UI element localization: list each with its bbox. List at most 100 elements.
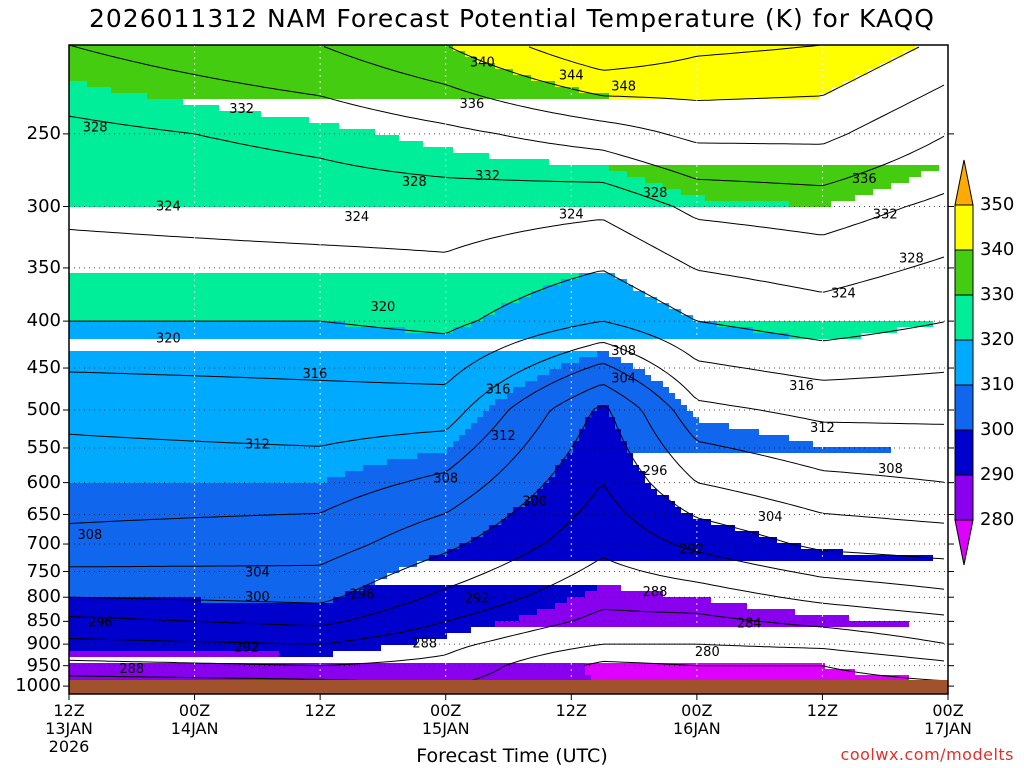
theta-fill-cell [621, 429, 759, 435]
theta-fill-cell [555, 603, 747, 609]
grid-lines [69, 45, 948, 694]
theta-fill-cell [519, 615, 849, 621]
theta-fill-cell [69, 633, 447, 639]
x-axis-label: Forecast Time (UTC) [416, 745, 608, 767]
y-tick-label: 250 [26, 122, 61, 144]
colorbar-min-triangle [954, 519, 974, 566]
theta-fill-cell [69, 141, 423, 147]
theta-contour-288 [68, 608, 945, 667]
contour-label: 332 [229, 102, 254, 117]
theta-fill-cell [69, 399, 495, 405]
theta-fill-cell [531, 291, 645, 297]
theta-fill-cell [543, 483, 651, 489]
theta-contour-344 [528, 44, 820, 71]
theta-fill-cell [609, 93, 819, 99]
theta-fill-cell [615, 423, 729, 429]
theta-fill-cell [609, 165, 939, 171]
theta-contour-304 [69, 384, 945, 568]
theta-fill-cell [549, 477, 645, 483]
theta-fill-cell [525, 501, 675, 507]
theta-fill-cell [69, 63, 495, 69]
y-tick-label: 500 [26, 398, 61, 420]
contour-label: 304 [758, 510, 783, 525]
theta-fill-cell [69, 285, 543, 291]
theta-fill-cell [69, 519, 501, 525]
contour-label: 336 [459, 97, 484, 112]
theta-contour-316 [68, 320, 945, 386]
theta-fill-cell [69, 555, 429, 561]
theta-fill-cell [201, 597, 333, 603]
contour-label: 308 [611, 344, 636, 359]
theta-fill-cell [627, 171, 921, 177]
theta-fill-cell [597, 585, 621, 591]
theta-fill-cell [69, 321, 345, 327]
x-tick-label: 00Z 15JAN [406, 702, 486, 738]
theta-fill-cell [69, 123, 339, 129]
theta-fill-cell [345, 321, 471, 327]
y-tick-label: 850 [26, 610, 61, 632]
contour-label: 284 [737, 617, 762, 632]
colorbar-tick-label: 290 [980, 464, 1015, 485]
y-tick-label: 600 [26, 471, 61, 493]
theta-fill-cell [69, 411, 483, 417]
x-tick-label-line: 00Z [178, 701, 211, 720]
theta-fill-cell [69, 495, 531, 501]
chart-title: 2026011312 NAM Forecast Potential Temper… [89, 4, 935, 33]
contour-label: 324 [831, 286, 856, 301]
theta-fill-cell [69, 171, 627, 177]
theta-fill-cell [69, 351, 597, 357]
theta-fill-cell [717, 321, 933, 327]
colorbar-tick-label: 310 [980, 374, 1015, 395]
theta-fill-cell [69, 417, 477, 423]
x-tick-label-line: 00Z [932, 701, 964, 720]
contour-label: 324 [156, 200, 181, 215]
contour-label: 312 [810, 421, 835, 436]
theta-fill-cell [405, 327, 453, 333]
theta-fill-cell [69, 447, 447, 453]
contour-label: 304 [245, 566, 270, 581]
theta-fill-cell [69, 669, 585, 675]
theta-fill-cell [345, 591, 585, 597]
theta-fill-cell [429, 555, 933, 561]
theta-fill-cell [483, 411, 591, 417]
theta-fill-cell [69, 675, 591, 681]
theta-fill-cell [69, 363, 561, 369]
theta-fill-cell [579, 273, 615, 279]
theta-fill-cell [579, 429, 621, 435]
theta-fill-cell [483, 315, 693, 321]
x-tick-label: 00Z 14JAN [155, 702, 235, 738]
theta-fill-cell [483, 531, 759, 537]
theta-fill-cell [417, 453, 567, 459]
theta-fill-cell [69, 561, 417, 567]
theta-fill-cell [69, 297, 519, 303]
colorbar-tick-label: 340 [980, 239, 1015, 260]
contour-label: 300 [245, 590, 270, 605]
contour-label: 344 [559, 69, 584, 84]
theta-fill-cell [69, 525, 489, 531]
theta-fill-cell [69, 603, 555, 609]
theta-fill-cell [501, 519, 711, 525]
theta-contour-332 [68, 44, 945, 187]
theta-fill-cell [69, 183, 663, 189]
theta-fill-cell [279, 651, 333, 657]
theta-fill-cell [585, 423, 615, 429]
theta-fill-cell [465, 51, 903, 57]
theta-fill-cell [69, 315, 483, 321]
theta-fill-cell [69, 549, 447, 555]
contour-label: 312 [491, 429, 516, 444]
theta-fill-cell [69, 651, 279, 657]
theta-fill-cell [555, 81, 843, 87]
theta-fill-cell [69, 477, 327, 483]
x-tick-label: 12Z [531, 702, 611, 720]
colorbar-tick-label: 330 [980, 284, 1015, 305]
theta-fill-cell [465, 429, 579, 435]
site-credit: coolwx.com/modelts [840, 745, 1014, 764]
contour-label: 312 [245, 437, 270, 452]
theta-fill-cell [585, 417, 615, 423]
theta-fill-cell [69, 507, 513, 513]
theta-fill-cell [567, 453, 633, 459]
contour-label: 304 [611, 372, 636, 387]
theta-fill-cell [69, 627, 471, 633]
theta-fill-cell [453, 45, 915, 51]
axis-tick-marks [63, 133, 954, 700]
